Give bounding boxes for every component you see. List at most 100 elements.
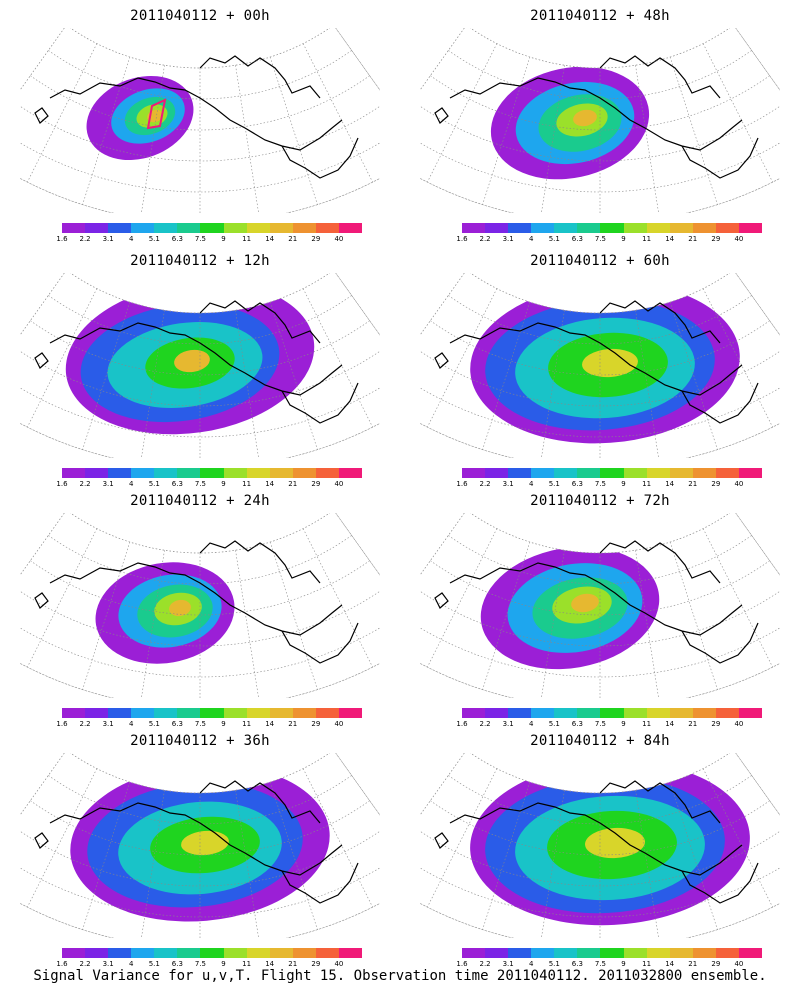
colorbar-label: 4 — [128, 720, 134, 728]
colorbar-label: 1.6 — [456, 720, 468, 728]
colorbar-swatch — [577, 708, 601, 718]
graticule — [420, 753, 780, 938]
colorbar-label: 2.2 — [79, 480, 91, 488]
colorbar-label: 5.1 — [548, 720, 560, 728]
colorbar-label: 6.3 — [571, 960, 583, 968]
colorbar-label: 14 — [665, 720, 675, 728]
colorbar-swatch — [738, 948, 763, 958]
colorbar-swatch — [246, 223, 270, 233]
colorbar-swatch — [577, 948, 601, 958]
colorbar-label: 29 — [711, 960, 721, 968]
colorbar-label: 9 — [621, 720, 626, 728]
figure-caption: Signal Variance for u,v,T. Flight 15. Ob… — [33, 968, 767, 984]
colorbar-swatch — [462, 223, 486, 233]
colorbar-label: 7.5 — [194, 960, 207, 968]
colorbar-label: 11 — [242, 960, 252, 968]
colorbar-swatch — [669, 708, 693, 718]
panel-title: 2011040112 + 84h — [530, 733, 670, 749]
colorbar-swatch — [177, 468, 201, 478]
colorbar-label: 7.5 — [194, 720, 207, 728]
colorbar-label: 9 — [221, 720, 226, 728]
colorbar-label: 29 — [711, 720, 721, 728]
colorbar-label: 3.1 — [502, 720, 514, 728]
map-boundary — [20, 513, 380, 698]
colorbar-label: 40 — [334, 960, 344, 968]
colorbar-swatch — [669, 223, 693, 233]
colorbar-labels: 1.6 2.2 3.1 4 5.1 6.3 7.5 9 11 14 21 29 40 — [56, 720, 362, 730]
colorbar-label: 3.1 — [102, 235, 114, 243]
colorbar-label: 4 — [128, 960, 134, 968]
colorbar — [462, 223, 763, 233]
panel-36h: 2011040112 + 36h 1.6 2.2 3.1 4 5.1 6.3 7.5 9 11 1… — [0, 725, 400, 970]
colorbar-swatch — [692, 223, 716, 233]
map-boundary — [20, 273, 380, 458]
colorbar-swatch — [62, 948, 86, 958]
colorbar-swatch — [269, 948, 293, 958]
flight-track — [146, 98, 167, 130]
colorbar-label: 3.1 — [502, 480, 514, 488]
colorbar-label: 7.5 — [594, 480, 607, 488]
colorbar-swatch — [292, 223, 316, 233]
colorbar-label: 7.5 — [594, 960, 607, 968]
panel-title: 2011040112 + 60h — [530, 253, 670, 269]
colorbar — [462, 708, 763, 718]
colorbar-label: 11 — [242, 720, 252, 728]
colorbar-swatch — [600, 708, 624, 718]
colorbar-swatch — [508, 948, 532, 958]
colorbar-label: 40 — [734, 960, 744, 968]
variance-contour — [174, 349, 210, 373]
panel-title: 2011040112 + 48h — [530, 8, 670, 24]
colorbar-swatch — [646, 468, 670, 478]
variance-field — [470, 282, 740, 444]
colorbar-swatch — [292, 708, 316, 718]
variance-contour — [571, 593, 599, 613]
colorbar — [462, 948, 763, 958]
coastline — [34, 300, 359, 424]
panel-title: 2011040112 + 24h — [130, 493, 270, 509]
colorbar-swatch — [485, 708, 509, 718]
colorbar-swatch — [531, 948, 555, 958]
colorbar-swatch — [246, 948, 270, 958]
colorbar-label: 1.6 — [456, 235, 468, 243]
coastline — [434, 300, 759, 424]
colorbar-label: 6.3 — [171, 960, 183, 968]
colorbar-label: 3.1 — [102, 960, 114, 968]
colorbar-label: 7.5 — [594, 235, 607, 243]
colorbar-swatch — [554, 468, 578, 478]
colorbar-swatch — [738, 223, 763, 233]
colorbar-label: 5.1 — [148, 720, 160, 728]
colorbar-swatch — [646, 948, 670, 958]
colorbar-label: 1.6 — [56, 720, 68, 728]
colorbar-label: 14 — [265, 235, 275, 243]
colorbar-label: 2.2 — [79, 720, 91, 728]
colorbar-label: 3.1 — [102, 480, 114, 488]
colorbar-swatch — [131, 708, 155, 718]
colorbar-label: 29 — [311, 720, 321, 728]
colorbar-label: 21 — [288, 960, 298, 968]
colorbar-swatch — [62, 223, 86, 233]
colorbar-swatch — [154, 468, 178, 478]
colorbar-label: 21 — [688, 480, 698, 488]
coastline — [434, 55, 759, 179]
colorbar-swatch — [154, 223, 178, 233]
colorbar-label: 6.3 — [571, 480, 583, 488]
colorbar-swatch — [692, 948, 716, 958]
colorbar-label: 29 — [311, 960, 321, 968]
colorbar-swatch — [108, 948, 132, 958]
colorbar-swatch — [200, 708, 224, 718]
colorbar-label: 21 — [688, 235, 698, 243]
variance-contour — [573, 109, 597, 127]
colorbar-swatch — [62, 708, 86, 718]
colorbar-swatch — [131, 948, 155, 958]
colorbar-label: 2.2 — [479, 480, 491, 488]
map-boundary — [20, 753, 380, 938]
panel-84h: 2011040112 + 84h 1.6 2.2 3.1 4 5.1 6.3 7.5 9 11 1… — [400, 725, 800, 970]
variance-map — [420, 28, 780, 213]
colorbar-swatch — [62, 468, 86, 478]
colorbar-label: 7.5 — [594, 720, 607, 728]
colorbar-label: 14 — [265, 960, 275, 968]
colorbar-label: 4 — [528, 720, 534, 728]
colorbar-label: 6.3 — [571, 235, 583, 243]
colorbar-swatch — [269, 223, 293, 233]
colorbar-labels: 1.6 2.2 3.1 4 5.1 6.3 7.5 9 11 14 21 29 40 — [56, 960, 362, 970]
